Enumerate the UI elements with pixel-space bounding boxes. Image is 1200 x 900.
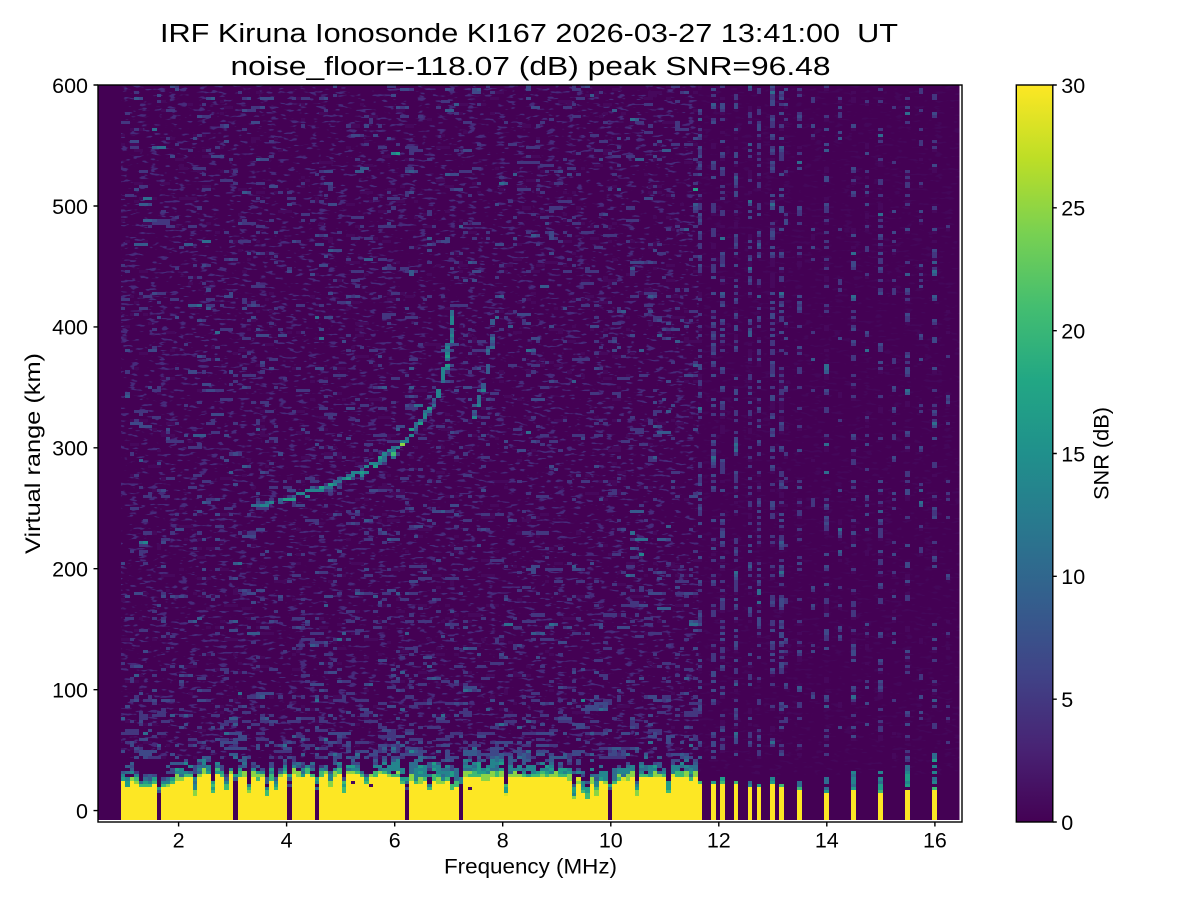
svg-text:25: 25 (1061, 197, 1085, 221)
svg-text:400: 400 (52, 316, 88, 340)
svg-text:0: 0 (1061, 811, 1073, 835)
svg-text:600: 600 (52, 74, 88, 98)
svg-text:300: 300 (52, 437, 88, 461)
svg-text:Virtual range (km): Virtual range (km) (21, 353, 45, 554)
svg-text:4: 4 (281, 829, 293, 853)
svg-text:100: 100 (52, 679, 88, 703)
svg-text:10: 10 (1061, 565, 1085, 589)
svg-text:16: 16 (923, 829, 947, 853)
svg-text:6: 6 (389, 829, 401, 853)
svg-text:15: 15 (1061, 442, 1085, 466)
svg-text:0: 0 (76, 799, 88, 823)
svg-text:IRF Kiruna Ionosonde KI167 202: IRF Kiruna Ionosonde KI167 2026-03-27 13… (160, 20, 898, 48)
svg-text:8: 8 (497, 829, 509, 853)
svg-text:5: 5 (1061, 688, 1073, 712)
svg-text:14: 14 (815, 829, 839, 853)
svg-text:12: 12 (707, 829, 731, 853)
svg-text:200: 200 (52, 558, 88, 582)
svg-text:2: 2 (173, 829, 185, 853)
svg-text:30: 30 (1061, 74, 1085, 98)
svg-text:10: 10 (599, 829, 623, 853)
svg-text:Frequency (MHz): Frequency (MHz) (444, 855, 617, 879)
svg-text:noise_floor=-118.07 (dB) peak: noise_floor=-118.07 (dB) peak SNR=96.48 (231, 53, 831, 81)
svg-text:500: 500 (52, 195, 88, 219)
svg-text:SNR (dB): SNR (dB) (1090, 407, 1114, 500)
svg-text:20: 20 (1061, 320, 1085, 344)
